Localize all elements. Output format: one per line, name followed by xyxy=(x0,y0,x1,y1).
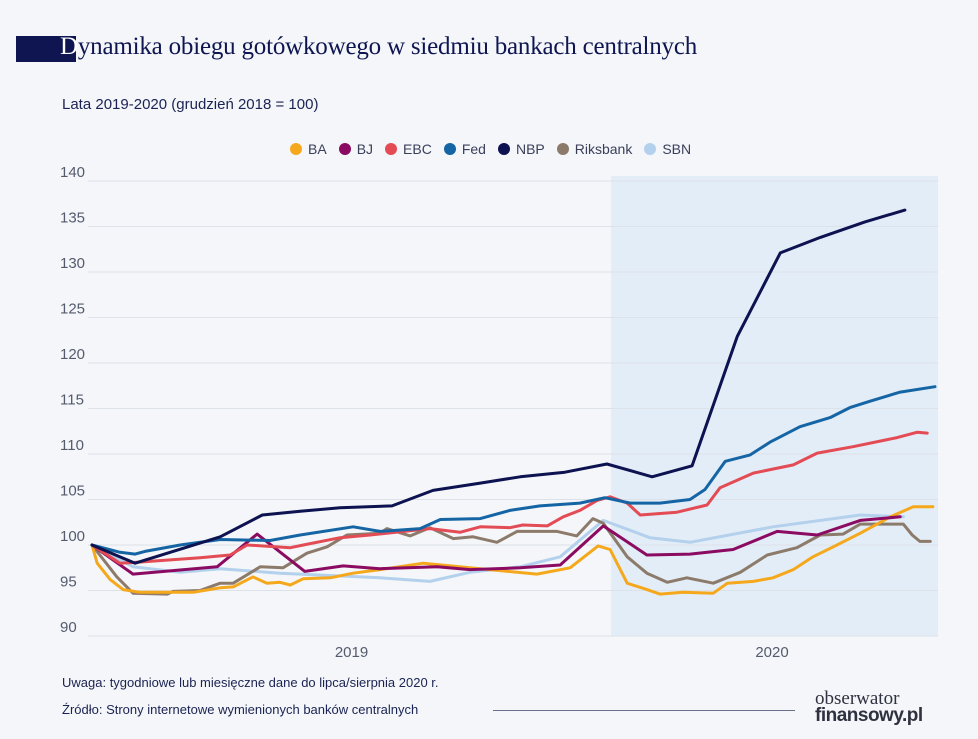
legend-label: NBP xyxy=(515,141,545,157)
footer-source: Źródło: Strony internetowe wymienionych … xyxy=(62,702,419,717)
logo-line1: obserwator xyxy=(815,688,900,709)
chart-title: Dynamika obiegu gotówkowego w siedmiu ba… xyxy=(60,33,697,61)
y-tick-label: 140 xyxy=(60,164,85,181)
x-tick-label: 2019 xyxy=(335,644,368,661)
y-tick-label: 130 xyxy=(60,255,85,272)
y-tick-label: 135 xyxy=(60,210,85,227)
y-tick-label: 100 xyxy=(60,528,85,545)
legend-label: Riksbank xyxy=(574,141,633,157)
x-tick-label: 2020 xyxy=(755,644,788,661)
series-line-riksbank xyxy=(90,517,932,596)
legend-dot-icon xyxy=(443,143,456,155)
y-tick-label: 115 xyxy=(60,392,84,409)
legend-label: Fed xyxy=(461,141,486,157)
legend-label: SBN xyxy=(662,141,692,157)
legend-label: EBC xyxy=(403,141,432,157)
series-line-ebc xyxy=(90,430,929,565)
legend-dot-icon xyxy=(290,143,302,155)
legend-item-riksbank: Riksbank xyxy=(556,141,633,157)
legend-item-sbn: SBN xyxy=(644,141,691,157)
legend-item-fed: Fed xyxy=(443,141,486,157)
y-tick-label: 95 xyxy=(60,574,77,591)
series-line-nbp xyxy=(90,208,907,565)
legend-dot-icon xyxy=(338,143,351,155)
y-tick-label: 125 xyxy=(60,301,85,318)
y-tick-label: 90 xyxy=(60,619,77,636)
footer-divider xyxy=(493,710,795,711)
title-text: ynamika obiegu gotówkowego w siedmiu ban… xyxy=(77,33,698,60)
title-accent-block xyxy=(16,36,76,62)
legend-item-bj: BJ xyxy=(338,141,374,157)
shaded-region-2020 xyxy=(611,176,938,636)
y-tick-label: 110 xyxy=(60,437,84,454)
legend-label: BA xyxy=(308,141,327,157)
chart-subtitle: Lata 2019-2020 (grudzień 2018 = 100) xyxy=(62,96,319,113)
series-line-bj xyxy=(90,515,902,576)
legend-dot-icon xyxy=(385,143,398,155)
series-line-ba xyxy=(90,505,935,596)
footer-note: Uwaga: tygodniowe lub miesięczne dane do… xyxy=(62,675,439,690)
logo-line2: finansowy.pl xyxy=(815,705,923,726)
y-tick-label: 105 xyxy=(60,483,85,500)
legend-item-ba: BA xyxy=(290,141,327,157)
title-first-letter: D xyxy=(60,33,78,60)
legend-label: BJ xyxy=(356,141,374,157)
logo: obserwator finansowy.pl xyxy=(815,688,923,726)
legend-dot-icon xyxy=(497,143,510,155)
legend-dot-icon xyxy=(644,143,657,155)
y-tick-label: 120 xyxy=(60,346,85,363)
legend-item-ebc: EBC xyxy=(385,141,432,157)
legend-item-nbp: NBP xyxy=(497,141,545,157)
legend: BA BJ EBC Fed NBP Riksbank SBN xyxy=(290,141,691,157)
legend-dot-icon xyxy=(556,143,569,155)
